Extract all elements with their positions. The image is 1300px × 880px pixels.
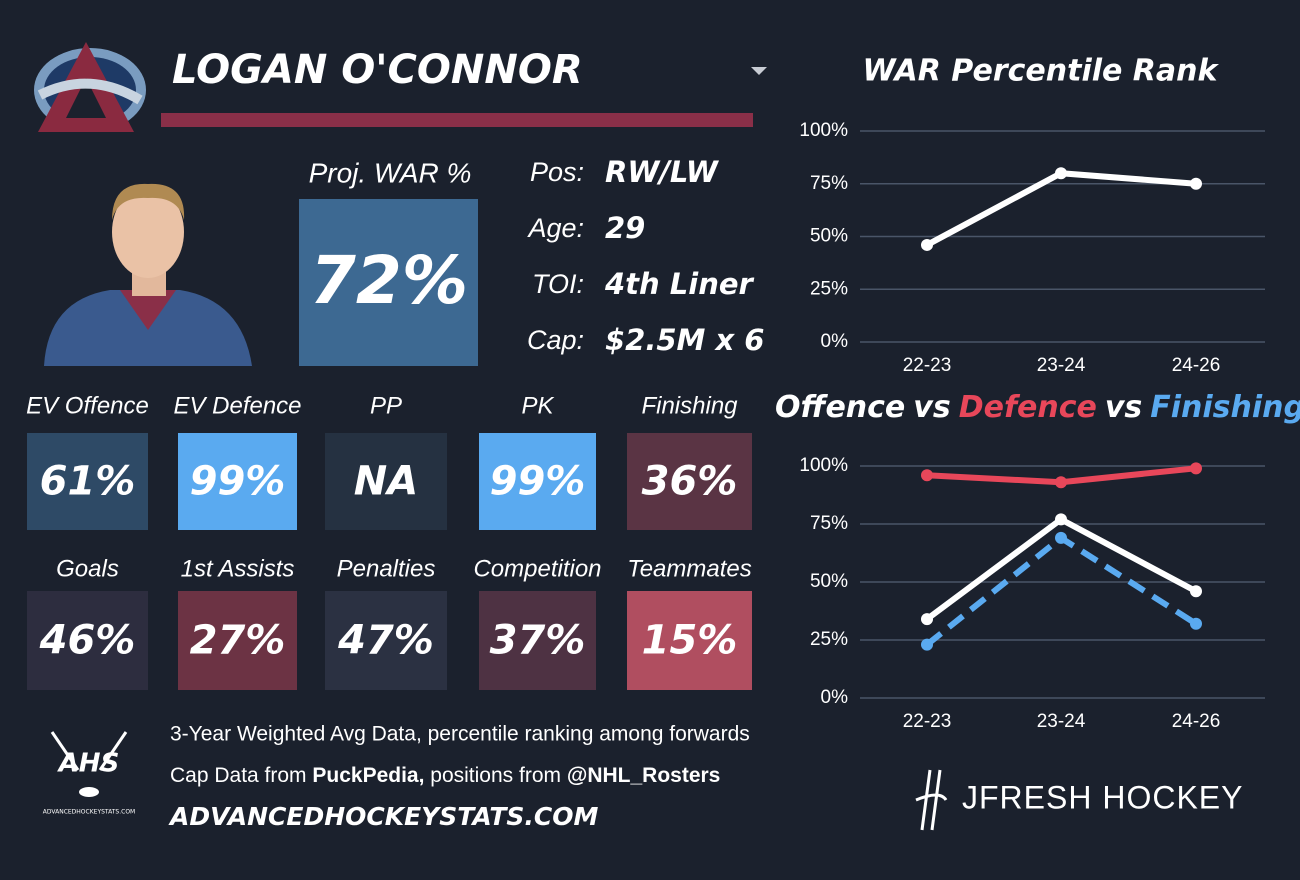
tile-value: 99% <box>190 459 286 505</box>
text: @NHL_Rosters <box>567 764 721 787</box>
tile-label: EV Offence <box>26 392 149 419</box>
point <box>1190 462 1202 475</box>
proj-box <box>299 199 478 366</box>
y-tick-label: 0% <box>821 331 849 352</box>
point <box>1055 167 1067 180</box>
y-tick-label: 75% <box>810 173 848 194</box>
team-logo <box>34 42 146 132</box>
ahs-text: AHS <box>57 749 120 779</box>
legend-entry: Offence <box>775 390 905 425</box>
tile <box>27 433 148 530</box>
text: positions from <box>424 764 566 787</box>
ahs-small: ADVANCEDHOCKEYSTATS.COM <box>43 809 135 816</box>
tile-value: NA <box>354 459 418 505</box>
tile-value: 37% <box>490 618 586 664</box>
info: Pos: RW/LW Age: 29 TOI: 4th Liner Cap: $2.5M x … <box>526 155 764 357</box>
y-tick-label: 100% <box>799 455 848 476</box>
tile-label: Goals <box>56 555 119 582</box>
proj-value: 72% <box>310 242 468 319</box>
tiles: EV Offence 61% EV Defence 99% PP NA PK 99% Finis… <box>26 392 752 690</box>
tile <box>325 433 447 530</box>
y-tick-label: 100% <box>799 120 848 141</box>
tile-label: Finishing <box>641 392 738 419</box>
tile-label: EV Defence <box>173 392 301 419</box>
point <box>921 638 933 651</box>
tile-label: Penalties <box>337 555 436 582</box>
info-value: RW/LW <box>605 155 720 189</box>
tile <box>479 591 596 690</box>
y-tick-label: 50% <box>810 226 848 247</box>
name-underline <box>161 113 753 127</box>
info-label: Pos: <box>530 157 584 187</box>
tile <box>27 591 148 690</box>
y-tick-label: 0% <box>821 687 849 708</box>
tile <box>178 433 297 530</box>
info-label: TOI: <box>532 269 584 299</box>
brand-logo <box>915 769 948 831</box>
ahs-logo: AHS ADVANCEDHOCKEYSTATS.COM <box>43 731 135 816</box>
y-tick-label: 25% <box>810 629 848 650</box>
tile <box>479 433 596 530</box>
charts: 0% 25% 50% 75% 100% 22-23 23-24 24-26 0% 25% 50% 75… <box>799 120 1265 732</box>
tile <box>627 433 752 530</box>
legend-entry: Finishing <box>1150 390 1300 425</box>
y-tick-label: 75% <box>810 513 848 534</box>
chart-title: WAR Percentile Rank <box>863 54 1220 89</box>
tile <box>178 591 297 690</box>
tile-label: PK <box>521 392 554 419</box>
player-name: LOGAN O'CONNOR <box>172 47 583 93</box>
text: Cap Data from <box>170 764 312 787</box>
point <box>921 238 933 251</box>
point <box>921 469 933 482</box>
player-photo <box>44 183 252 366</box>
site: ADVANCEDHOCKEYSTATS.COM <box>168 802 599 831</box>
tile <box>627 591 752 690</box>
point <box>1190 617 1202 630</box>
point <box>1055 513 1067 526</box>
x-tick-label: 24-26 <box>1172 355 1221 376</box>
x-tick-label: 22-23 <box>903 711 952 732</box>
tile-label: PP <box>370 392 402 419</box>
brand: JFRESH HOCKEY <box>962 779 1243 815</box>
proj-label: Proj. WAR % <box>309 157 472 188</box>
tile-value: 47% <box>337 618 434 664</box>
title-separator: vs <box>913 390 950 425</box>
tile-label: 1st Assists <box>181 555 295 582</box>
tile-value: 15% <box>642 618 738 664</box>
legend-entry: Defence <box>959 390 1097 425</box>
info-value: $2.5M x 6 <box>605 323 765 357</box>
info-label: Age: <box>526 213 584 243</box>
y-tick-label: 25% <box>810 278 848 299</box>
footer-line: 3-Year Weighted Avg Data, percentile ran… <box>170 723 750 746</box>
tile-label: Teammates <box>627 555 752 582</box>
x-tick-label: 24-26 <box>1172 711 1221 732</box>
tile-value: 99% <box>490 459 586 505</box>
info-value: 4th Liner <box>604 267 755 301</box>
tile-value: 46% <box>39 618 136 664</box>
point <box>1190 585 1202 598</box>
tile-label: Competition <box>473 555 601 582</box>
point <box>1055 476 1067 489</box>
chart-title: Offence vs Defence vs Finishing <box>775 390 1300 425</box>
title-separator: vs <box>1105 390 1142 425</box>
point <box>1190 177 1202 190</box>
footer-line: Cap Data from PuckPedia, positions from … <box>170 764 720 787</box>
x-tick-label: 22-23 <box>903 355 952 376</box>
tile <box>325 591 447 690</box>
info-label: Cap: <box>527 325 584 355</box>
x-tick-label: 23-24 <box>1037 711 1086 732</box>
info-value: 29 <box>605 211 645 245</box>
point <box>1055 531 1067 544</box>
tile-value: 27% <box>190 618 286 664</box>
x-tick-label: 23-24 <box>1037 355 1086 376</box>
dropdown-arrow[interactable] <box>751 67 767 75</box>
tile-value: 36% <box>642 459 738 505</box>
tile-value: 61% <box>40 459 136 505</box>
text: PuckPedia, <box>312 764 424 787</box>
y-tick-label: 50% <box>810 571 848 592</box>
point <box>921 613 933 626</box>
